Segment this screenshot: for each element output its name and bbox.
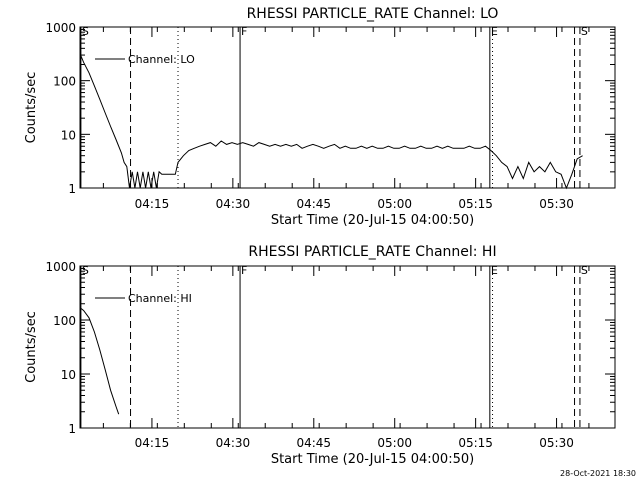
x-tick-label: 04:15 [135, 436, 170, 450]
y-tick-label: 1 [68, 422, 76, 436]
event-marker-label: F [241, 25, 247, 38]
x-axis-label: Start Time (20-Jul-15 04:00:50) [271, 452, 474, 467]
footer-timestamp: 28-Oct-2021 18:30 [560, 469, 636, 478]
x-tick-label: 05:00 [377, 436, 412, 450]
x-tick-label: 04:15 [135, 197, 170, 211]
x-tick-label: 05:00 [377, 197, 412, 211]
y-axis-label: Counts/sec [24, 311, 39, 383]
y-tick-label: 100 [53, 314, 76, 328]
event-marker-label: S [581, 264, 588, 277]
y-tick-label: 10 [61, 128, 76, 142]
x-tick-label: 04:45 [296, 436, 331, 450]
y-tick-label: 1 [68, 182, 76, 196]
event-marker-label: S [82, 25, 89, 38]
x-tick-label: 05:15 [458, 436, 493, 450]
y-axis-label: Counts/sec [24, 72, 39, 144]
y-tick-label: 1000 [45, 21, 76, 35]
y-tick-label: 100 [53, 75, 76, 89]
x-tick-label: 04:30 [216, 197, 251, 211]
x-axis-label: Start Time (20-Jul-15 04:00:50) [271, 213, 474, 228]
event-marker-label: S [581, 25, 588, 38]
event-marker-label: S [82, 264, 89, 277]
y-tick-label: 10 [61, 368, 76, 382]
series-line [79, 53, 583, 190]
plot-title: RHESSI PARTICLE_RATE Channel: LO [247, 6, 499, 22]
legend-label: Channel: HI [128, 292, 192, 305]
x-tick-label: 05:30 [539, 436, 574, 450]
plot-title: RHESSI PARTICLE_RATE Channel: HI [248, 244, 496, 260]
x-tick-label: 05:30 [539, 197, 574, 211]
x-tick-label: 04:30 [216, 436, 251, 450]
event-marker-label: E [491, 25, 498, 38]
event-marker-label: F [241, 264, 247, 277]
plot-frame [79, 265, 616, 429]
x-tick-label: 04:45 [296, 197, 331, 211]
event-marker-label: E [491, 264, 498, 277]
x-tick-label: 05:15 [458, 197, 493, 211]
series-line [79, 307, 120, 415]
y-tick-label: 1000 [45, 260, 76, 274]
plot-frame [79, 26, 616, 189]
legend-label: Channel: LO [128, 53, 195, 66]
